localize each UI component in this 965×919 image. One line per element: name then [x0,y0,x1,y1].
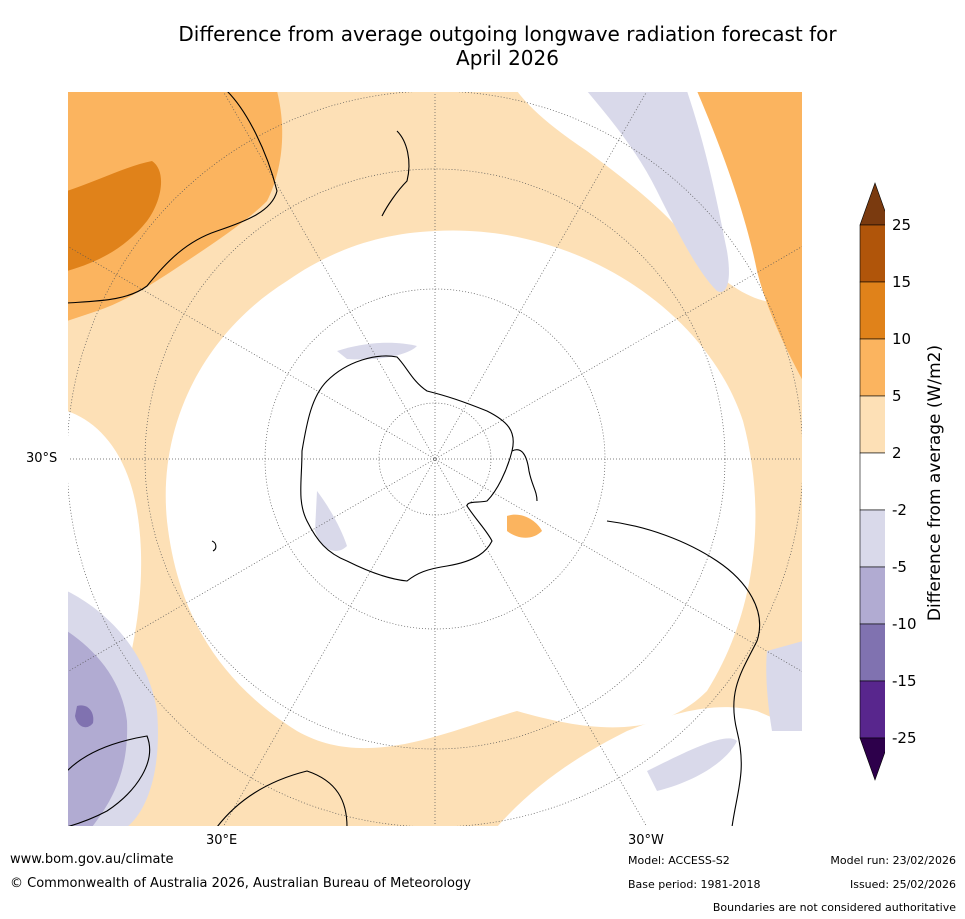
anomaly-5-to-10-pacific [697,91,803,381]
colorbar-tick-label: -10 [892,615,917,633]
africa-coast [67,735,151,827]
graticule [67,91,803,827]
colorbar-tick-label: -2 [892,501,907,519]
antarctica-coast [300,355,514,582]
colorbar-tick-label: -5 [892,558,907,576]
antarctic-peninsula-coast [511,449,538,502]
title-line-1: Difference from average outgoing longwav… [178,22,837,46]
colorbar-tick-label: 10 [892,330,912,348]
anomaly-minus5-to-minus10-africa [67,631,128,827]
anomaly-5-to-10-atlantic [507,514,542,538]
colorbar-tick-label: 5 [892,387,902,405]
colorbar-bin [859,224,885,283]
anomaly-minus2-to-minus5-pacific [587,91,729,292]
anomaly-10-to-15-australia [67,161,162,271]
colorbar-bin [859,680,885,739]
colorbar-title: Difference from average (W/m2) [925,344,945,622]
longitude-label-30w: 30°W [628,833,664,848]
anomaly-minus2-to-minus5-southeast [647,738,737,791]
colorbar-tick-label: 25 [892,216,912,234]
southern-africa-coast [216,770,348,827]
colorbar-bin [859,395,885,454]
colorbar-bin [859,338,885,397]
footer-website[interactable]: www.bom.gov.au/climate [10,852,174,867]
new-zealand-coast [381,130,410,217]
footer-base-period: Base period: 1981-2018 [628,878,761,891]
anomaly-ring-2-to-5 [67,91,803,827]
footer-copyright: © Commonwealth of Australia 2026, Austra… [10,876,471,891]
footer-issued: Issued: 25/02/2026 [849,878,956,891]
madagascar-coast [211,540,217,552]
australia-coast [67,91,278,304]
colorbar-bin [859,452,885,511]
footer-model-run: Model run: 23/02/2026 [830,854,956,867]
anomaly-minus2-to-minus5-south-america [766,641,803,731]
footer-model: Model: ACCESS-S2 [628,854,730,867]
anomaly-minus2-to-minus5-antarctic [337,342,417,360]
colorbar-tick-label: 2 [892,444,902,462]
anomaly-5-to-10-australia [67,91,283,321]
map-title: Difference from average outgoing longwav… [120,22,895,70]
colorbar-tick-label: 15 [892,273,912,291]
anomaly-minus10-to-minus15-africa [75,705,94,728]
colorbar-bin [859,623,885,682]
latitude-label-30s: 30°S [26,451,58,466]
colorbar [859,182,885,781]
south-america-coast [606,520,761,827]
anomaly-near-zero-south [497,707,803,827]
colorbar-bin [859,281,885,340]
colorbar-bin [859,566,885,625]
colorbar-extend-high [859,182,885,226]
title-line-2: April 2026 [456,46,559,70]
colorbar-tick-label: -25 [892,729,917,747]
colorbar-tick-label: -15 [892,672,917,690]
footer-disclaimer: Boundaries are not considered authoritat… [712,901,956,914]
longitude-label-30e: 30°E [206,833,238,848]
south-polar-map [67,91,803,827]
colorbar-bin [859,509,885,568]
coastlines [67,91,761,827]
colorbar-extend-low [859,737,885,781]
anomaly-minus2-to-minus5-ross [315,491,347,551]
